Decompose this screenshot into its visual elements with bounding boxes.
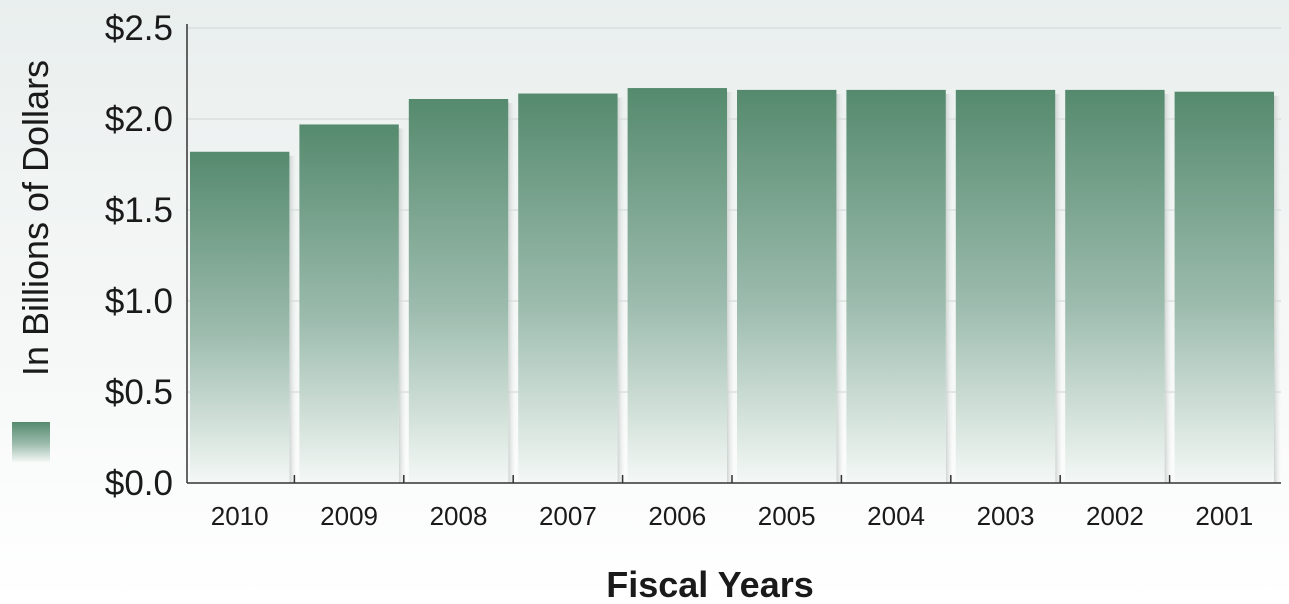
bar-2010 [190, 151, 290, 483]
x-tick-label: 2009 [320, 501, 378, 531]
bar-2009 [299, 124, 399, 484]
bar-shadow [836, 93, 844, 483]
bar-shadow [1274, 95, 1281, 483]
bar-2003 [955, 89, 1056, 483]
y-tick-label: $0.0 [105, 464, 173, 503]
bar-shadow [945, 93, 953, 483]
y-tick-label: $1.0 [105, 282, 173, 321]
y-tick-label: $2.0 [105, 100, 173, 139]
x-tick-label: 2008 [430, 501, 488, 531]
bar-shadow [398, 128, 406, 483]
bar-2006 [627, 88, 727, 483]
bar-2001 [1174, 91, 1274, 483]
bar-2005 [737, 89, 837, 483]
y-tick-label: $0.5 [105, 373, 173, 412]
bar-shadow [508, 102, 516, 483]
bar-shadow [617, 97, 625, 484]
x-tick-label: 2010 [211, 501, 269, 531]
y-tick-label: $2.5 [105, 9, 173, 48]
axes [186, 24, 1281, 484]
bar-2007 [518, 93, 618, 484]
x-tick-label: 2004 [867, 501, 925, 531]
legend-swatch [12, 422, 50, 462]
x-tick-label: 2001 [1195, 501, 1253, 531]
x-tick-label: 2005 [758, 501, 816, 531]
y-tick-labels: $0.0 $0.5 $1.0 $1.5 $2.0 $2.5 [105, 9, 173, 503]
bar-2008 [408, 98, 509, 483]
bar-shadow [1055, 93, 1063, 483]
x-tick-label: 2007 [539, 501, 597, 531]
x-tick-label: 2003 [977, 501, 1035, 531]
bar-shadow [289, 155, 297, 483]
x-tick-label: 2006 [648, 501, 706, 531]
bar-2004 [846, 89, 946, 483]
bar-shadow [1164, 93, 1172, 483]
x-axis-title: Fiscal Years [606, 564, 814, 604]
bars [190, 88, 1281, 484]
x-tick-labels: 2010 2009 2008 2007 2006 2005 2004 2003 2002 2001 [211, 501, 1253, 531]
bar-shadow [727, 92, 734, 483]
y-axis-title: In Billions of Dollars [15, 60, 56, 376]
x-tick-label: 2002 [1086, 501, 1144, 531]
bar-2002 [1065, 89, 1165, 483]
y-tick-label: $1.5 [105, 191, 173, 230]
